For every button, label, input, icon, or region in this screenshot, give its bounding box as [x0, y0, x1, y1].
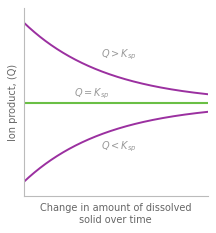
- Text: $Q < K_{\mathregular{sp}}$: $Q < K_{\mathregular{sp}}$: [101, 140, 137, 154]
- X-axis label: Change in amount of dissolved
solid over time: Change in amount of dissolved solid over…: [40, 203, 192, 225]
- Text: $Q = K_{\mathregular{sp}}$: $Q = K_{\mathregular{sp}}$: [73, 87, 109, 101]
- Text: $Q > K_{\mathregular{sp}}$: $Q > K_{\mathregular{sp}}$: [101, 48, 137, 62]
- Y-axis label: Ion product, (Q): Ion product, (Q): [8, 64, 18, 141]
